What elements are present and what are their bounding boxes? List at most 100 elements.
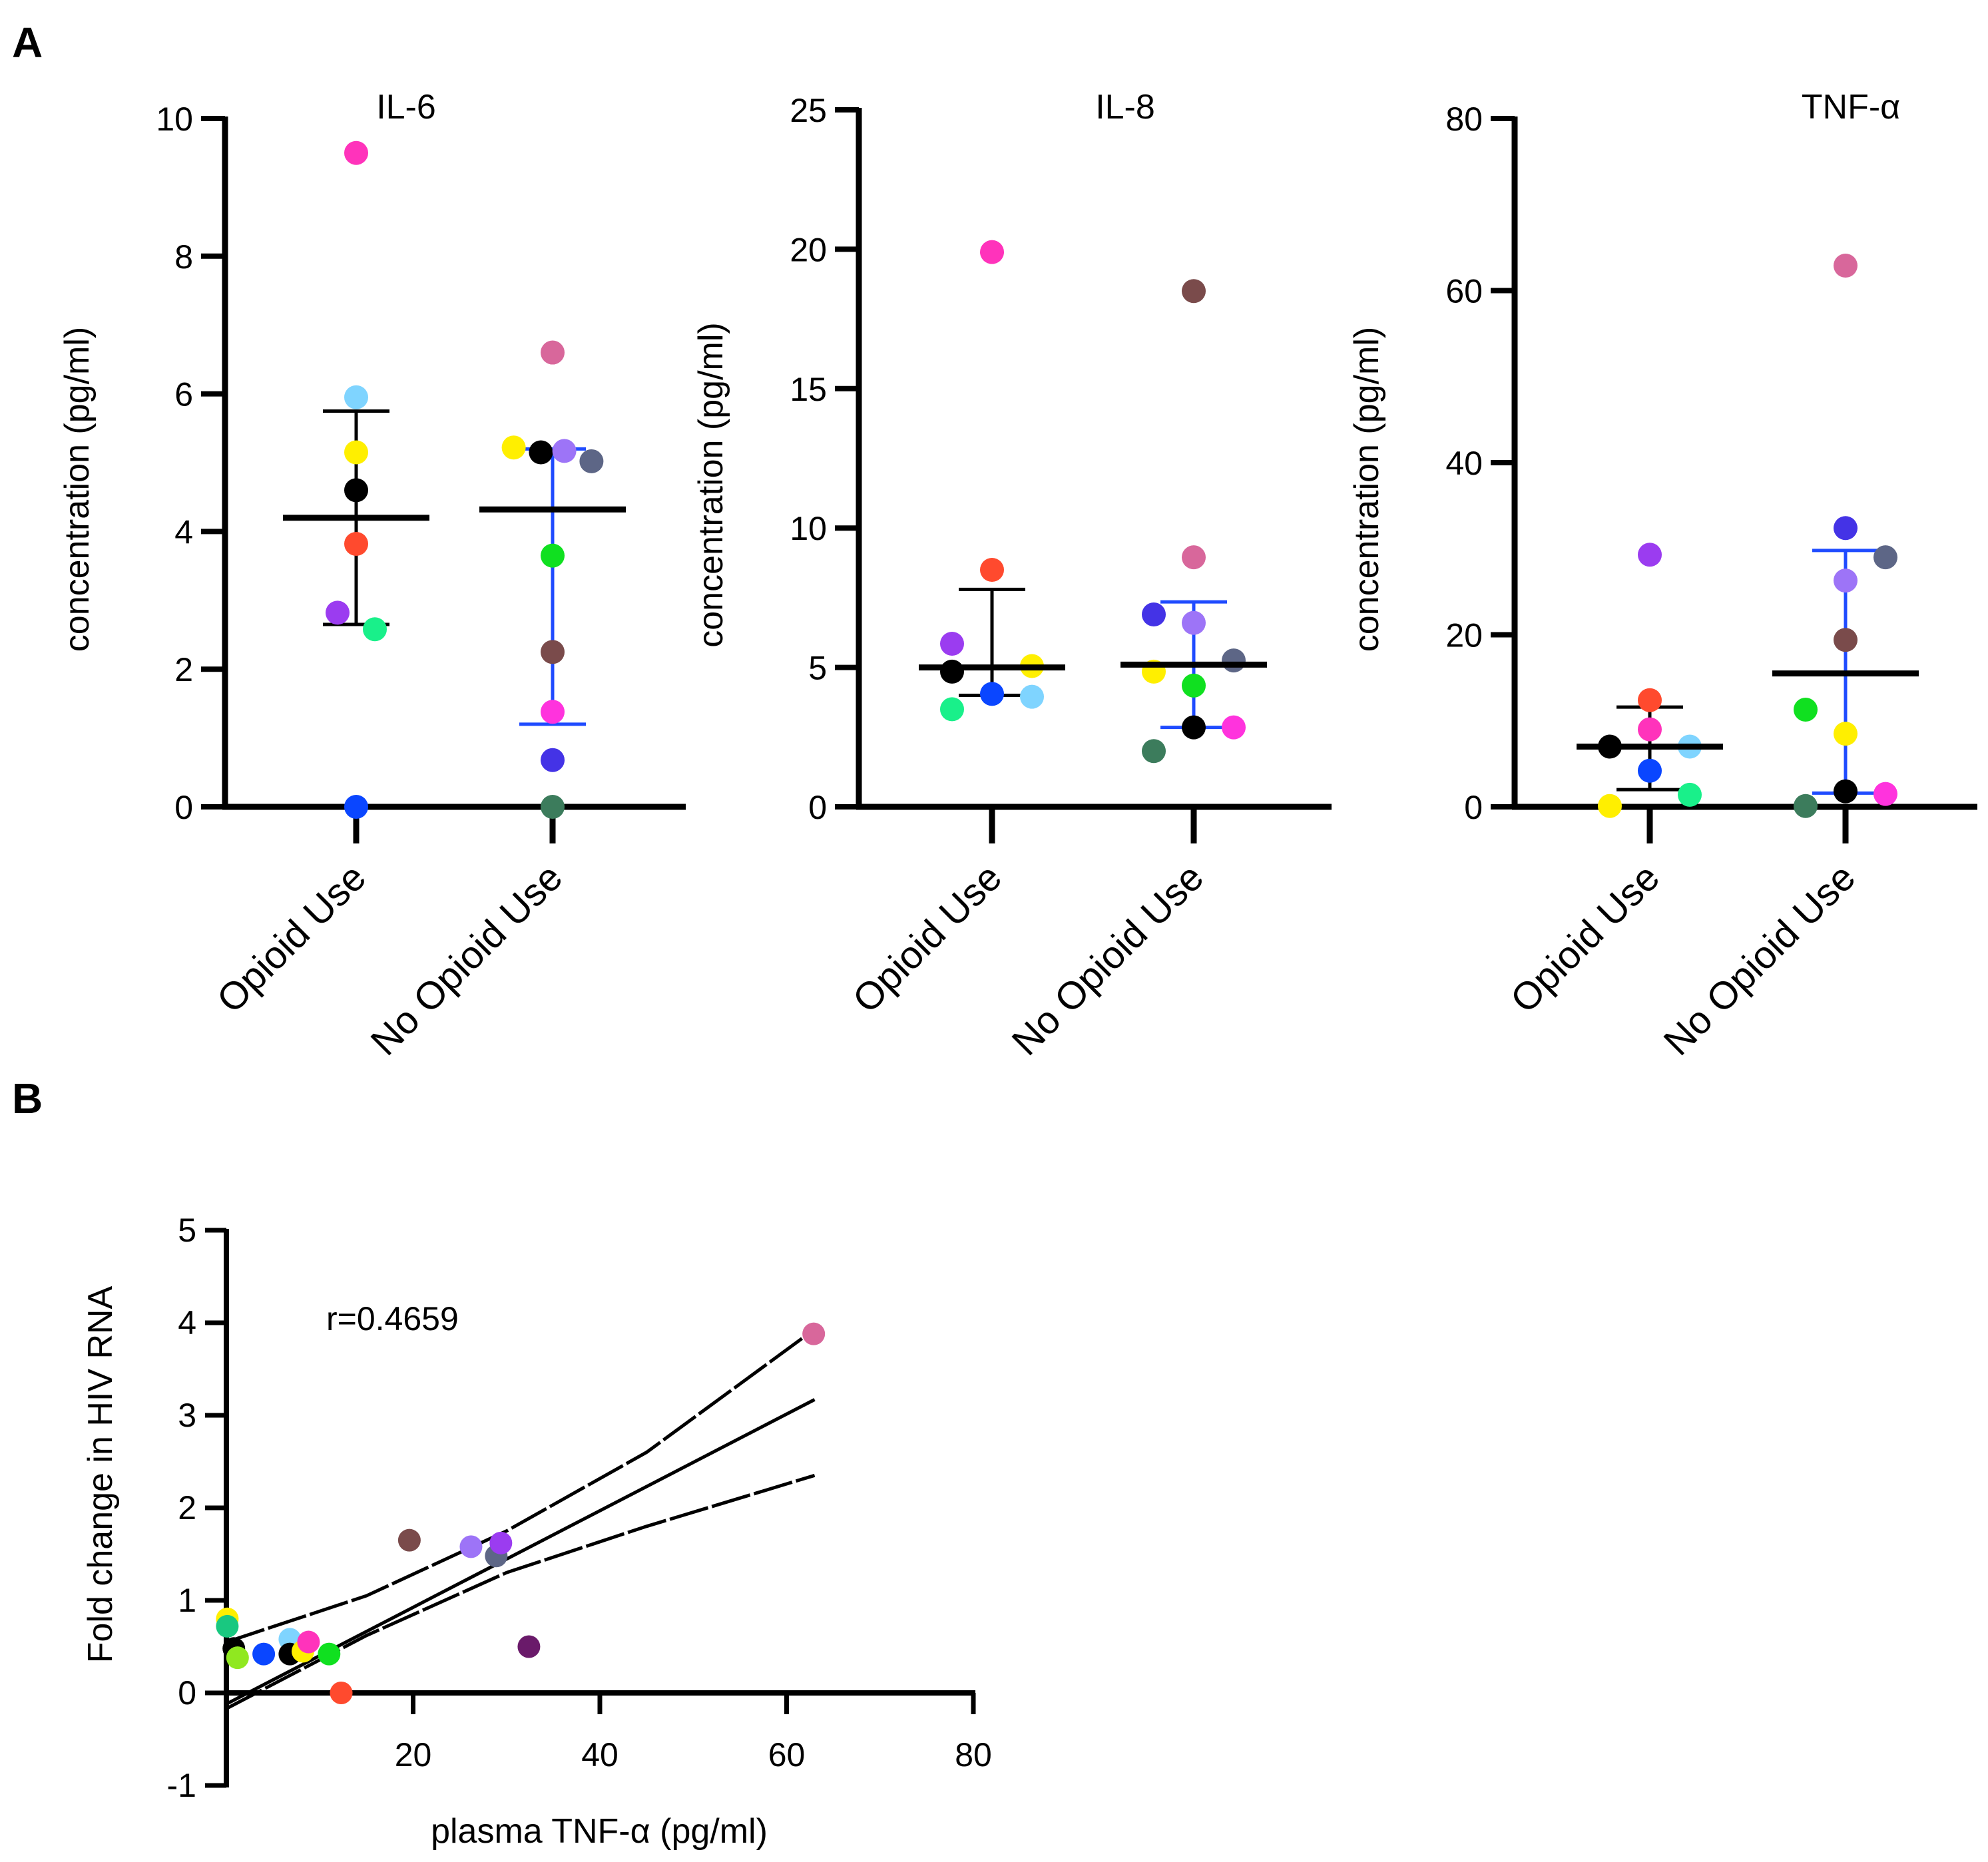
corr-y-tick-label: 2 <box>178 1489 196 1526</box>
il6-data-point <box>344 478 368 503</box>
il6-category-label: Opioid Use <box>208 855 374 1021</box>
il8-data-point <box>1222 715 1246 740</box>
tnf-data-point <box>1598 794 1622 818</box>
tnf-data-point <box>1834 254 1858 278</box>
tnf-y-tick-label: 20 <box>1445 617 1483 654</box>
il8-data-point <box>1182 279 1206 304</box>
corr-x-tick-label: 40 <box>581 1736 619 1773</box>
tnf-data-point <box>1638 717 1662 742</box>
il6-title: IL-6 <box>376 88 436 126</box>
corr-x-tick-label: 60 <box>768 1736 806 1773</box>
corr-y-axis-title: Fold change in HIV RNA <box>81 1285 120 1663</box>
tnf-data-point <box>1873 782 1897 806</box>
correlation-coefficient: r=0.4659 <box>326 1300 459 1337</box>
tnf-y-tick-label: 80 <box>1445 101 1483 138</box>
tnf-data-point <box>1873 545 1897 570</box>
il6-data-point <box>552 439 577 463</box>
corr-data-point <box>252 1642 276 1666</box>
regression-line <box>225 1398 816 1706</box>
il6-data-point <box>344 795 368 819</box>
il8-title: IL-8 <box>1095 88 1155 126</box>
il6-category-label: No Opioid Use <box>363 855 571 1064</box>
il8-data-point <box>1142 739 1166 764</box>
il8-data-point <box>1182 715 1206 740</box>
il8-data-point <box>940 632 964 656</box>
il6-data-point <box>344 385 368 409</box>
il6-data-point <box>579 449 604 473</box>
corr-data-point <box>489 1531 513 1554</box>
il8-category-label: No Opioid Use <box>1004 855 1212 1064</box>
il8-y-tick-label: 10 <box>790 510 827 547</box>
tnf-data-point <box>1794 794 1818 818</box>
tnf-data-point <box>1834 569 1858 593</box>
corr-data-point <box>216 1614 239 1638</box>
tnf-y-tick-label: 60 <box>1445 273 1483 310</box>
il8-y-tick-label: 20 <box>790 231 827 268</box>
il6-y-tick-label: 8 <box>174 238 193 276</box>
il6-data-point <box>344 440 368 465</box>
corr-data-point <box>318 1642 341 1666</box>
corr-x-axis-title: plasma TNF-α (pg/ml) <box>431 1812 768 1851</box>
tnf-data-point <box>1794 697 1818 722</box>
il8-y-tick-label: 15 <box>790 371 827 408</box>
corr-y-tick-label: 4 <box>178 1304 196 1341</box>
corr-data-point <box>517 1635 541 1658</box>
il6-data-point <box>541 640 565 664</box>
tnf-data-point <box>1834 628 1858 652</box>
il6-data-point <box>541 700 565 724</box>
corr-data-point <box>397 1528 421 1552</box>
tnf-y-tick-label: 0 <box>1464 789 1483 826</box>
tnf-category-label: Opioid Use <box>1502 855 1668 1021</box>
corr-data-point <box>226 1646 249 1670</box>
il8-data-point <box>1182 673 1206 698</box>
il8-data-point <box>1182 545 1206 570</box>
il6-data-point <box>326 600 350 625</box>
tnf-data-point <box>1834 722 1858 746</box>
il6-data-point <box>344 532 368 557</box>
ci-lower-band <box>225 1473 816 1710</box>
il8-data-point <box>1182 610 1206 635</box>
correlation-chart: -1 0 1 2 3 4 5 20 40 60 80 plasma TNF-α (pg/ml) Fold… <box>81 1212 992 1851</box>
corr-data-point <box>297 1630 320 1654</box>
corr-y-tick-label: -1 <box>167 1767 196 1804</box>
corr-y-tick-label: 0 <box>178 1674 196 1712</box>
tnf-data-point <box>1834 779 1858 804</box>
il8-data-point <box>1222 648 1246 673</box>
il8-y-axis-title: concentration (pg/ml) <box>692 322 730 647</box>
il6-y-tick-label: 0 <box>174 789 193 826</box>
il6-data-point <box>541 748 565 772</box>
il6-data-point <box>541 795 565 819</box>
corr-data-point <box>330 1682 353 1704</box>
il6-data-point <box>344 140 368 165</box>
corr-y-tick-label: 5 <box>178 1212 196 1249</box>
il6-y-tick-label: 10 <box>156 101 193 138</box>
tnf-category-label: No Opioid Use <box>1656 855 1864 1064</box>
il8-data-point <box>940 697 964 722</box>
il6-y-tick-label: 6 <box>174 376 193 413</box>
corr-y-tick-label: 3 <box>178 1397 196 1434</box>
il8-data-point <box>1020 684 1044 709</box>
il8-data-point <box>1142 602 1166 627</box>
corr-data-point <box>802 1322 826 1345</box>
il6-data-point <box>541 340 565 365</box>
tnf-data-point <box>1638 758 1662 783</box>
panel-label-a: A <box>12 19 43 67</box>
ci-upper-band <box>226 1327 816 1644</box>
il8-category-label: Opioid Use <box>844 855 1010 1021</box>
tnf-title: TNF-α <box>1802 88 1900 126</box>
il6-y-axis-title: concentration (pg/ml) <box>58 327 97 652</box>
il6-data-point <box>541 543 565 568</box>
tnf-y-axis-title: concentration (pg/ml) <box>1348 327 1386 652</box>
tnf-data-point <box>1638 688 1662 712</box>
il6-data-point <box>529 440 553 465</box>
il8-y-tick-label: 25 <box>790 92 827 129</box>
corr-y-tick-label: 1 <box>178 1582 196 1619</box>
il8-data-point <box>980 240 1004 264</box>
il8-y-tick-label: 0 <box>808 789 827 826</box>
panel-label-b: B <box>12 1074 43 1122</box>
il8-data-point <box>980 558 1004 582</box>
